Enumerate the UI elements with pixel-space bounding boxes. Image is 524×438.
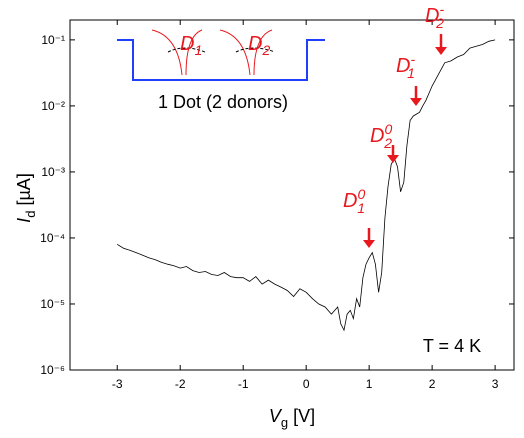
y-label-unit: [µA] (14, 173, 34, 210)
annotation-sup: - (410, 51, 415, 67)
data-line (116, 39, 496, 332)
annotation-sup: - (439, 1, 444, 17)
inset-level (167, 47, 276, 53)
y-tick-label: 10⁻⁶ (40, 363, 65, 377)
y-tick-label: 10⁻² (41, 99, 65, 113)
annotation: D-2 (425, 1, 444, 31)
annotation: D0 1 (343, 186, 365, 216)
y-tick-label: 10⁻⁵ (40, 297, 65, 311)
x-tick-label: -3 (112, 377, 123, 391)
temperature-label: T = 4 K (423, 336, 481, 356)
donor-label: D2 (248, 33, 270, 58)
plot-frame (69, 19, 515, 371)
annotation: D0 2 (370, 121, 392, 151)
annotation-sub: 1 (357, 200, 365, 216)
annotation-base: D (370, 125, 384, 147)
y-tick-label: 10⁻⁴ (40, 231, 65, 245)
annotation-sup: 0 (384, 121, 392, 137)
x-tick-label: 2 (429, 377, 436, 391)
x-tick-label: 1 (366, 377, 373, 391)
annotation-arrowhead (387, 155, 399, 163)
annotation-sub: 2 (383, 135, 392, 151)
x-axis-label: Vg [V] (269, 406, 315, 430)
annotation-arrowhead (410, 98, 422, 106)
x-label-unit: [V] (288, 406, 315, 426)
annotation-sup: 0 (357, 186, 365, 202)
y-label-sub: d (23, 211, 38, 218)
inset: 1 Dot (2 donors) D1 D2 (117, 29, 325, 112)
x-tick-label: -2 (175, 377, 186, 391)
annotation-sub: 1 (407, 65, 415, 81)
annotation-arrowhead (363, 240, 375, 248)
y-label-symbol: I (14, 218, 34, 223)
annotation-base: D (343, 190, 357, 212)
annotation-arrowhead (435, 47, 447, 55)
x-tick-label: 0 (303, 377, 310, 391)
x-label-sub: g (281, 415, 288, 430)
donor-label: D1 (180, 33, 202, 58)
x-tick-label: -1 (238, 377, 249, 391)
donor-sub: 2 (261, 42, 270, 58)
annotation-base: D (396, 55, 410, 77)
donor-base: D (180, 33, 194, 55)
inset-potential (151, 29, 273, 76)
inset-well (117, 39, 325, 81)
annotation-base: D (425, 5, 439, 27)
inset-caption: 1 Dot (2 donors) (158, 92, 288, 112)
x-tick-label: 3 (492, 377, 499, 391)
annotation: D-1 (396, 51, 415, 81)
annotation-sub: 2 (435, 15, 444, 31)
y-tick-label: 10⁻³ (41, 165, 65, 179)
x-label-symbol: V (269, 406, 283, 426)
donor-sub: 1 (194, 42, 202, 58)
y-tick-label: 10⁻¹ (41, 33, 65, 47)
y-axis-label: Id [µA] (14, 173, 38, 223)
donor-base: D (248, 33, 262, 55)
